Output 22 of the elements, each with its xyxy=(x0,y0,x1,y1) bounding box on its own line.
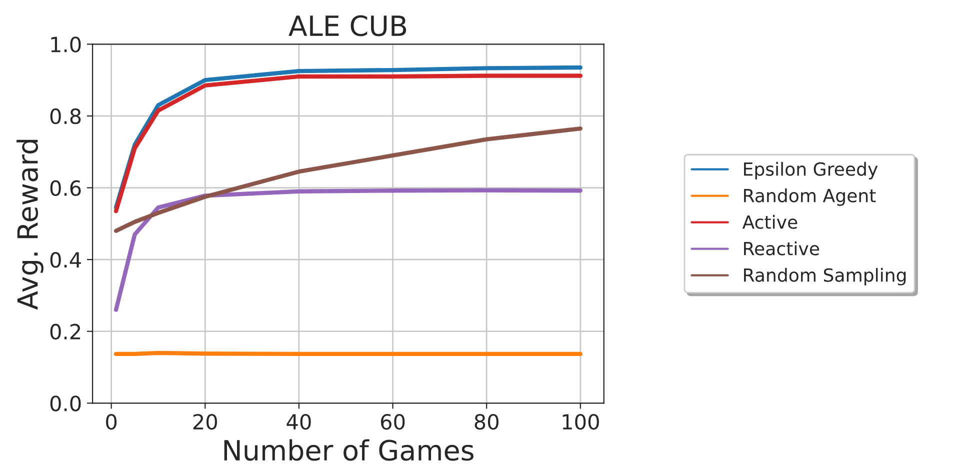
y-tick-label: 0.2 xyxy=(50,324,80,340)
legend-label: Active xyxy=(742,214,798,229)
chart-title: ALE CUB xyxy=(288,15,406,36)
x-tick-label: 40 xyxy=(286,414,311,430)
x-tick-label: 0 xyxy=(106,414,117,430)
y-tick-label: 0.8 xyxy=(50,108,81,124)
x-tick-label: 20 xyxy=(193,414,217,430)
y-tick-label: 0.4 xyxy=(50,252,81,268)
legend-label: Reactive xyxy=(744,241,820,256)
x-tick-label: 60 xyxy=(380,414,405,430)
x-axis-title: Number of Games xyxy=(224,439,474,461)
y-tick-label: 0.0 xyxy=(50,396,81,412)
x-tick-label: 80 xyxy=(474,414,498,430)
y-axis-title: Avg. Reward xyxy=(16,140,44,310)
legend-label: Random Sampling xyxy=(744,268,906,286)
legend-label: Random Agent xyxy=(744,188,876,206)
line-series xyxy=(114,188,583,312)
legend-label: Epsilon Greedy xyxy=(744,162,878,180)
y-tick-label: 0.6 xyxy=(50,180,81,196)
y-tick-label: 1.0 xyxy=(51,36,81,52)
x-tick-label: 100 xyxy=(562,414,599,430)
line-series xyxy=(114,126,583,233)
